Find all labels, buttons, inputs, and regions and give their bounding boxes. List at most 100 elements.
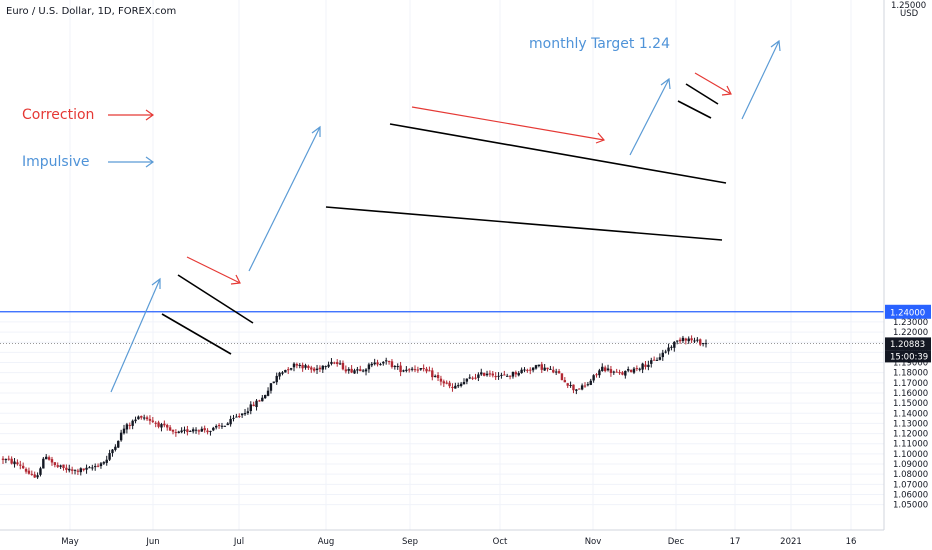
time-axis-bg — [0, 530, 884, 550]
price-tick-label: 1.08000 — [893, 470, 928, 480]
time-ticks: May Jun Jul Aug Sep Oct Nov Dec 17 2021 16 — [61, 537, 856, 547]
candle-body — [76, 470, 80, 472]
price-tick-label: 1.07000 — [893, 480, 928, 490]
candle-body — [99, 463, 103, 467]
candle-body — [252, 404, 255, 407]
candle-body — [583, 385, 587, 387]
time-tick-label: 16 — [846, 537, 857, 547]
candle-body — [419, 368, 422, 370]
price-top-label: 1.25000 — [891, 1, 926, 11]
candle-body — [410, 368, 414, 370]
countdown-badge-bg — [885, 350, 931, 363]
candle-body — [39, 468, 42, 475]
candle-body — [399, 365, 402, 373]
candle-body — [33, 474, 36, 478]
projection-arrow — [741, 40, 780, 120]
symbol-title[interactable]: Euro / U.S. Dollar, 1D, FOREX.com — [6, 6, 177, 17]
candle-body — [62, 464, 65, 469]
candle-body — [367, 364, 371, 370]
candle-body — [658, 357, 662, 360]
candle-body — [445, 382, 448, 384]
candle-body — [45, 456, 48, 460]
candle-body — [537, 364, 541, 367]
candle-body — [238, 415, 241, 417]
candle-body — [128, 424, 131, 426]
candle-body — [154, 422, 157, 424]
time-tick-label: Nov — [585, 537, 602, 547]
candle-body — [500, 374, 503, 376]
candle-body — [609, 369, 613, 373]
candle-body — [266, 390, 270, 396]
price-tick-label: 1.13000 — [893, 419, 928, 429]
arrowhead-icon — [721, 85, 732, 96]
candle-body — [96, 465, 100, 467]
time-axis[interactable]: May Jun Jul Aug Sep Oct Nov Dec 17 2021 16 — [0, 529, 884, 550]
candle-body — [566, 383, 569, 386]
candle-body — [549, 368, 552, 370]
price-axis[interactable]: 1.25000 USD 1.240001.230001.220001.21000… — [883, 0, 932, 530]
candle-body — [174, 432, 178, 434]
candle-body — [520, 369, 523, 374]
arrowhead-icon — [145, 109, 155, 121]
candle-body — [635, 368, 639, 370]
candle-body — [471, 377, 474, 379]
candle-body — [194, 429, 198, 431]
candle-body — [70, 469, 74, 471]
time-tick-label: May — [61, 537, 79, 547]
candle-body — [624, 370, 627, 376]
price-tick-label: 1.19000 — [893, 359, 928, 369]
candle-body — [301, 364, 304, 369]
candle-body — [16, 462, 19, 465]
candle-body — [664, 351, 667, 353]
candle-body — [598, 370, 601, 376]
candle-body — [65, 467, 68, 470]
arrowhead-icon — [595, 132, 606, 144]
candle-body — [114, 446, 117, 450]
time-tick-label: 2021 — [780, 537, 802, 547]
candle-body — [261, 397, 264, 402]
candle-body — [696, 339, 699, 341]
candle-body — [675, 340, 679, 342]
time-tick-label: Jul — [233, 537, 244, 547]
candle-body — [531, 367, 535, 371]
red-arrows — [108, 72, 732, 285]
candle-body — [304, 365, 307, 368]
price-tick-label: 1.06000 — [893, 490, 928, 500]
candle-body — [482, 372, 486, 376]
candle-body — [157, 422, 160, 427]
candle-body — [275, 375, 278, 383]
candle-body — [592, 375, 595, 381]
candle-body — [586, 384, 590, 386]
candle-body — [177, 431, 180, 433]
candle-body — [408, 369, 411, 371]
candle-body — [47, 457, 51, 460]
candle-body — [396, 366, 399, 368]
candle-body — [462, 381, 466, 385]
candle-body — [140, 416, 143, 418]
candle-body — [324, 366, 327, 368]
candle-body — [1, 458, 5, 460]
arrowhead-icon — [230, 274, 241, 285]
channel-lower-line — [325, 206, 723, 241]
candle-body — [699, 339, 702, 345]
candle-body — [477, 374, 480, 378]
time-tick-label: Aug — [318, 537, 335, 547]
candle-body — [595, 374, 598, 376]
candle-body — [563, 380, 567, 383]
candle-body — [575, 389, 578, 391]
arrowhead-icon — [311, 125, 321, 137]
candle-body — [310, 367, 313, 370]
candle-body — [117, 440, 120, 448]
price-axis-bg — [884, 0, 932, 530]
candle-body — [330, 361, 333, 364]
candle-body — [212, 427, 215, 431]
candle-body — [629, 369, 633, 372]
candle-body — [465, 378, 469, 382]
last-price-badge-bg — [885, 337, 931, 351]
candle-body — [350, 368, 353, 373]
candle-body — [53, 462, 57, 466]
candle-body — [145, 417, 149, 420]
candle-body — [508, 375, 512, 377]
candle-body — [168, 427, 172, 431]
